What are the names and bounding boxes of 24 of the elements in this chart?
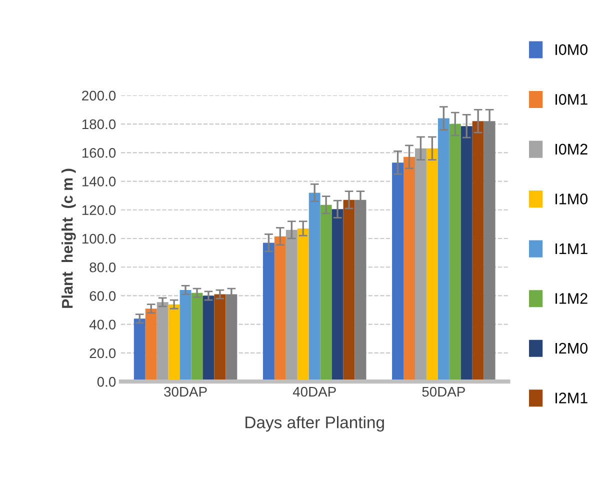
legend-label: I1M0 xyxy=(556,194,588,204)
legend-label: I2M1 xyxy=(556,392,588,404)
x-tick-label: 50DAP xyxy=(422,386,465,397)
y-tick-label: 40.0 xyxy=(89,320,116,330)
y-tick-label: 140.0 xyxy=(82,176,116,186)
y-tick-label: 120.0 xyxy=(82,205,116,216)
y-tick-label: 200.0 xyxy=(82,90,116,101)
y-tick-label: 100.0 xyxy=(82,234,116,244)
x-axis-title: Days after Planting xyxy=(246,416,384,432)
legend-label: I1M2 xyxy=(556,293,588,304)
legend-label: I1M1 xyxy=(556,243,588,254)
y-tick-label: 0.0 xyxy=(97,376,116,387)
y-tick-label: 60.0 xyxy=(90,291,116,301)
y-tick-label: 80.0 xyxy=(90,262,116,272)
legend-label: I0M2 xyxy=(556,144,588,155)
x-tick-label: 40DAP xyxy=(292,386,336,397)
legend-label: I2M0 xyxy=(556,342,588,354)
legend-label: I0M1 xyxy=(556,94,588,105)
y-tick-label: 180.0 xyxy=(82,119,116,130)
legend-label: I0M0 xyxy=(556,44,588,56)
x-tick-label: 30DAP xyxy=(164,386,207,397)
y-axis-title: Plant height (c m ) xyxy=(62,168,76,308)
y-tick-label: 20.0 xyxy=(90,348,116,358)
y-tick-label: 160.0 xyxy=(82,148,116,158)
